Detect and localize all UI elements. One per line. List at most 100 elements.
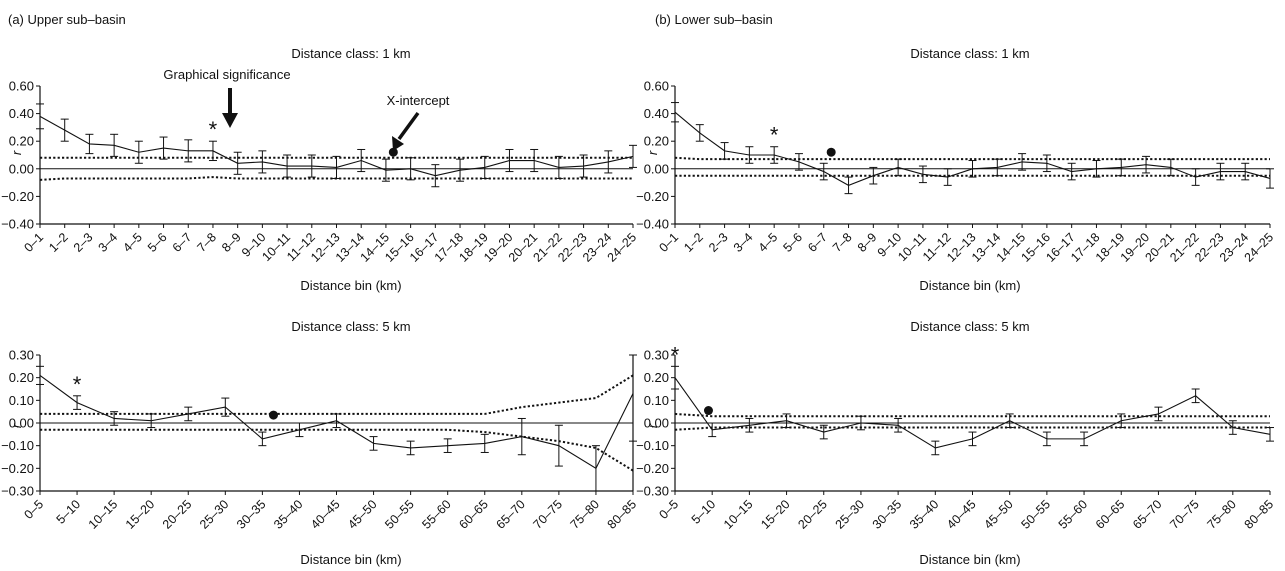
- x-tick-label: 15–20: [758, 497, 793, 532]
- correlogram-line: [674, 377, 1271, 449]
- y-tick-label: 0.40: [9, 106, 34, 121]
- annotation-arrow: [397, 111, 420, 141]
- y-tick-label: 0.30: [9, 348, 34, 363]
- y-tick-label: 0.40: [644, 106, 669, 121]
- chart-title: Distance class: 5 km: [291, 319, 410, 334]
- x-tick-label: 0–5: [656, 497, 681, 522]
- x-tick-label: 65–70: [493, 497, 528, 532]
- x-tick-label: 4–5: [120, 230, 145, 255]
- y-axis-label: r: [645, 150, 660, 155]
- y-tick-label: −0.20: [636, 189, 669, 204]
- y-tick-label: 0.00: [644, 161, 669, 176]
- x-tick-label: 45–50: [345, 497, 380, 532]
- y-tick-label: 0.00: [644, 416, 669, 431]
- x-tick-label: 25–30: [197, 497, 232, 532]
- panel-b-label: (b) Lower sub–basin: [655, 12, 773, 27]
- chart-upper-1km: Distance class: 1 km r Distance bin (km)…: [1, 46, 639, 293]
- x-tick-label: 5–6: [145, 230, 170, 255]
- chart-lower-5km: Distance class: 5 km r Distance bin (km)…: [636, 319, 1276, 567]
- significance-asterisk: *: [770, 123, 779, 148]
- chart-title: Distance class: 5 km: [910, 319, 1029, 334]
- x-tick-label: 55–60: [1056, 497, 1091, 532]
- x-tick-label: 70–75: [1167, 497, 1202, 532]
- y-tick-label: −0.30: [1, 484, 34, 499]
- annotation-graphical-text: Graphical significance: [163, 67, 290, 82]
- x-axis-label: Distance bin (km): [300, 552, 401, 567]
- annotation-x-intercept: X-intercept: [387, 93, 450, 151]
- x-tick-label: 24–25: [605, 230, 640, 265]
- y-tick-label: −0.20: [636, 461, 669, 476]
- x-tick-label: 5–10: [54, 497, 84, 527]
- x-tick-label: 75–80: [1204, 497, 1239, 532]
- significance-asterisk: *: [209, 117, 218, 142]
- x-tick-label: 1–2: [681, 230, 706, 255]
- x-tick-label: 80–85: [605, 497, 640, 532]
- x-tick-label: 50–55: [1019, 497, 1054, 532]
- y-tick-label: 0.00: [9, 416, 34, 431]
- correlogram-line: [39, 374, 634, 470]
- annotation-graphical-significance: Graphical significance: [163, 67, 291, 128]
- x-tick-label: 5–6: [780, 230, 805, 255]
- x-axis-label: Distance bin (km): [300, 278, 401, 293]
- y-tick-label: 0.00: [9, 161, 34, 176]
- y-tick-label: −0.20: [1, 461, 34, 476]
- x-tick-label: 55–60: [419, 497, 454, 532]
- x-tick-label: 3–4: [96, 230, 121, 255]
- x-intercept-dot: [703, 406, 713, 416]
- x-intercept-dot: [268, 410, 278, 420]
- y-tick-label: −0.10: [1, 438, 34, 453]
- x-tick-label: 70–75: [531, 497, 566, 532]
- panel-a-label: (a) Upper sub–basin: [8, 12, 126, 27]
- x-tick-label: 3–4: [731, 230, 756, 255]
- chart-title: Distance class: 1 km: [291, 46, 410, 61]
- x-tick-label: 20–25: [160, 497, 195, 532]
- y-tick-label: 0.30: [644, 348, 669, 363]
- y-axis-label: r: [9, 150, 24, 155]
- annotation-arrowhead: [222, 113, 238, 128]
- x-intercept-dot: [388, 147, 398, 157]
- correlogram-line: [674, 111, 1271, 186]
- y-tick-label: 0.20: [9, 370, 34, 385]
- x-tick-label: 6–7: [170, 230, 195, 255]
- correlogram-line: [39, 115, 634, 177]
- ci-upper-line: [40, 374, 634, 415]
- y-tick-label: 0.60: [644, 79, 669, 94]
- significance-asterisk: *: [671, 342, 680, 367]
- y-tick-label: −0.20: [1, 189, 34, 204]
- ci-lower-line: [40, 428, 634, 472]
- x-tick-label: 6–7: [805, 230, 830, 255]
- x-tick-label: 35–40: [271, 497, 306, 532]
- x-tick-label: 40–45: [308, 497, 343, 532]
- x-axis-label: Distance bin (km): [919, 278, 1020, 293]
- x-tick-label: 65–70: [1130, 497, 1165, 532]
- y-axis-label: r: [645, 423, 660, 428]
- chart-upper-5km: Distance class: 5 km r Distance bin (km)…: [1, 319, 639, 567]
- x-tick-label: 30–35: [234, 497, 269, 532]
- x-tick-label: 60–65: [1093, 497, 1128, 532]
- x-tick-label: 24–25: [1242, 230, 1277, 265]
- x-intercept-dot: [826, 147, 836, 157]
- x-tick-label: 35–40: [907, 497, 942, 532]
- x-tick-label: 4–5: [756, 230, 781, 255]
- x-tick-label: 15–20: [123, 497, 158, 532]
- chart-lower-1km: Distance class: 1 km r Distance bin (km)…: [636, 46, 1276, 293]
- y-tick-label: 0.20: [9, 134, 34, 149]
- x-tick-label: 50–55: [382, 497, 417, 532]
- y-tick-label: −0.30: [636, 484, 669, 499]
- y-tick-label: 0.20: [644, 370, 669, 385]
- y-axis-label: r: [9, 423, 24, 428]
- x-tick-label: 2–3: [706, 230, 731, 255]
- significance-asterisk: *: [73, 372, 82, 397]
- ci-lower-line: [674, 426, 1270, 431]
- x-tick-label: 7–8: [830, 230, 855, 255]
- ci-upper-line: [674, 156, 1270, 161]
- y-tick-label: 0.10: [9, 393, 34, 408]
- x-tick-label: 20–25: [795, 497, 830, 532]
- annotation-xintercept-text: X-intercept: [387, 93, 450, 108]
- x-tick-label: 10–15: [86, 497, 121, 532]
- x-tick-label: 0–1: [656, 230, 681, 255]
- chart-title: Distance class: 1 km: [910, 46, 1029, 61]
- annotation-arrowhead: [392, 136, 404, 151]
- x-tick-label: 5–10: [689, 497, 719, 527]
